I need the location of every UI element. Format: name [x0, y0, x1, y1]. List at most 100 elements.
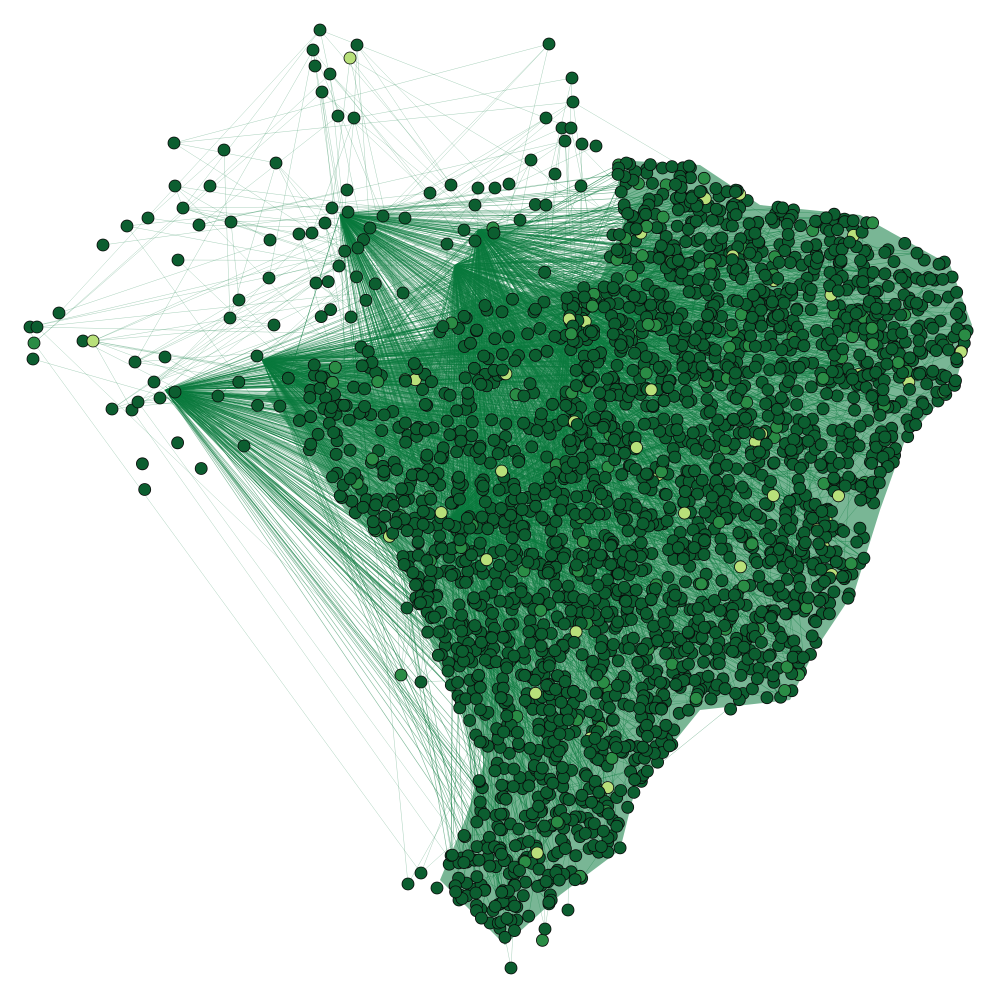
- node-g821: [622, 300, 636, 314]
- node-g1270: [853, 419, 867, 433]
- node-g1421: [516, 889, 530, 903]
- node-g1093: [337, 398, 351, 412]
- node-o81: [513, 213, 527, 227]
- edge: [353, 44, 358, 119]
- node-g1266: [767, 456, 781, 470]
- node-o44: [309, 276, 323, 290]
- edge: [311, 117, 355, 234]
- node-g1610: [804, 380, 818, 394]
- node-g1301: [958, 328, 972, 342]
- node-g15: [734, 560, 747, 574]
- edge: [356, 44, 402, 676]
- node-g1180: [435, 542, 449, 556]
- node-o59: [444, 178, 458, 192]
- node-g1726: [434, 506, 448, 519]
- edge: [153, 229, 465, 383]
- node-g1662: [473, 441, 487, 455]
- node-g1246: [586, 654, 599, 668]
- node-o45: [332, 259, 346, 273]
- node-g1659: [932, 257, 946, 271]
- node-o33: [128, 355, 142, 369]
- node-g796: [910, 246, 924, 260]
- edge: [353, 77, 573, 119]
- node-o57: [376, 209, 390, 223]
- node-n14: [135, 457, 149, 471]
- node-o21: [171, 253, 185, 267]
- edge: [126, 192, 431, 227]
- edge: [134, 49, 314, 363]
- node-g1504: [898, 236, 912, 250]
- node-g69: [495, 305, 509, 319]
- node-g554: [375, 424, 389, 438]
- edge: [134, 159, 532, 363]
- node-g91: [328, 360, 342, 374]
- node-g1331: [700, 393, 714, 407]
- node-o64: [548, 167, 562, 181]
- node-g1433: [723, 340, 736, 354]
- node-g1809: [848, 403, 861, 417]
- node-g1774: [395, 482, 408, 496]
- node-g1210: [801, 591, 815, 605]
- edge: [111, 117, 547, 410]
- node-g827: [559, 398, 573, 412]
- node-o90: [414, 866, 428, 880]
- node-g1225: [894, 308, 907, 322]
- node-g1778: [455, 644, 469, 658]
- node-g1760: [529, 499, 543, 513]
- node-o34: [158, 350, 172, 364]
- edge: [223, 149, 231, 319]
- node-o55: [351, 241, 365, 255]
- node-g684: [390, 463, 404, 477]
- edge: [493, 159, 532, 234]
- edge: [174, 185, 271, 241]
- node-g886: [809, 214, 822, 228]
- node-o9: [167, 136, 181, 150]
- node-g1623: [737, 579, 751, 593]
- node-o60: [471, 181, 485, 195]
- node-o94: [504, 961, 518, 975]
- node-g1022: [706, 213, 719, 227]
- edge: [339, 209, 646, 215]
- node-g1512: [718, 619, 731, 632]
- edge: [33, 342, 422, 874]
- edge: [164, 389, 502, 786]
- node-g1553: [709, 626, 722, 639]
- node-g1509: [475, 510, 489, 524]
- edge: [92, 256, 611, 342]
- node-g901: [433, 529, 447, 543]
- edge: [164, 389, 497, 816]
- node-n12: [251, 398, 265, 412]
- edge: [164, 389, 529, 842]
- node-o36: [105, 402, 119, 416]
- node-o77: [468, 234, 482, 248]
- edge: [543, 204, 547, 303]
- edge: [159, 207, 333, 399]
- node-g733: [881, 279, 895, 293]
- edge: [261, 359, 475, 861]
- node-g489: [634, 536, 648, 550]
- edge: [180, 398, 446, 646]
- node-g1071: [607, 638, 620, 651]
- node-g1497: [540, 344, 554, 358]
- node-n55: [536, 933, 549, 947]
- node-g1618: [715, 574, 729, 588]
- node-o65: [574, 179, 588, 193]
- node-n35: [528, 198, 542, 211]
- node-g1405: [452, 470, 466, 484]
- node-o87: [394, 668, 408, 682]
- edge: [92, 324, 275, 342]
- node-g1808: [668, 450, 682, 464]
- node-n7: [324, 303, 338, 317]
- node-g1713: [549, 535, 563, 549]
- node-g626: [569, 849, 583, 863]
- node-g1241: [546, 776, 560, 790]
- edge: [137, 401, 504, 902]
- node-o82: [537, 295, 551, 309]
- node-o49: [341, 205, 355, 219]
- edge: [173, 101, 574, 144]
- node-g1432: [775, 631, 788, 644]
- node-g1731: [474, 911, 488, 925]
- node-g1043: [540, 786, 554, 799]
- node-g1475: [866, 337, 880, 351]
